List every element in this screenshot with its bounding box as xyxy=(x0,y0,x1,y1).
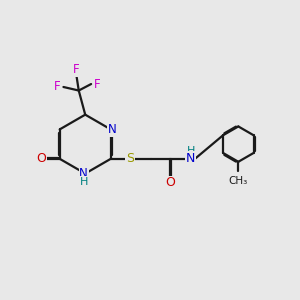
Text: F: F xyxy=(54,80,61,94)
Text: H: H xyxy=(187,146,195,157)
Text: O: O xyxy=(37,152,46,165)
Text: S: S xyxy=(126,152,134,165)
Text: H: H xyxy=(80,177,88,187)
Text: O: O xyxy=(165,176,175,190)
Text: N: N xyxy=(108,123,117,136)
Text: N: N xyxy=(80,167,88,180)
Text: CH₃: CH₃ xyxy=(229,176,248,186)
Text: N: N xyxy=(186,152,196,165)
Text: F: F xyxy=(73,63,80,76)
Text: F: F xyxy=(94,77,100,91)
